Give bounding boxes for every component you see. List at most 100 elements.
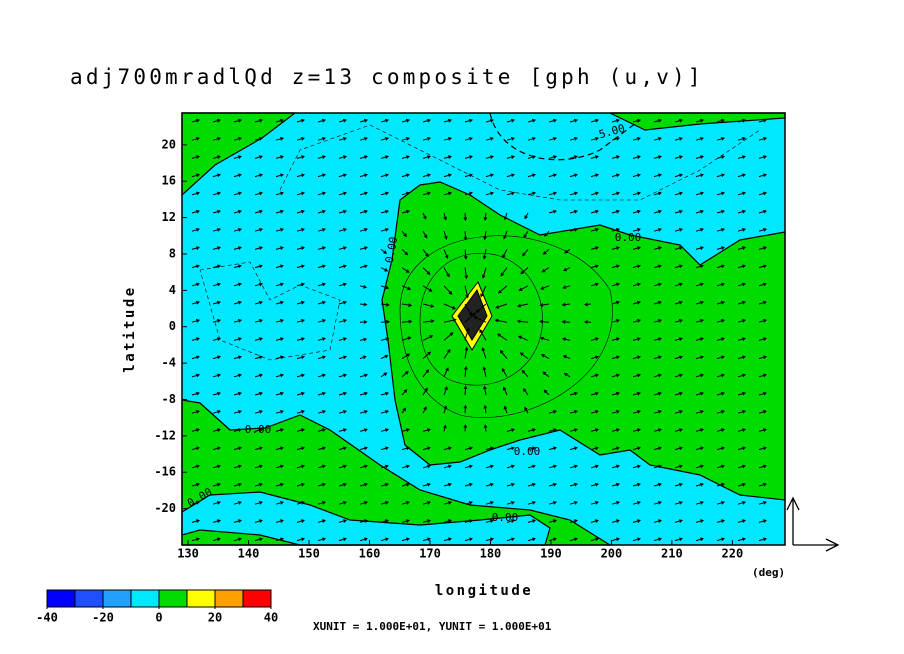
vector-arrow	[317, 282, 327, 287]
vector-arrow	[254, 300, 264, 305]
vector-arrow	[653, 537, 663, 542]
vector-arrow	[516, 319, 529, 324]
vector-arrow	[483, 404, 488, 414]
vector-arrow	[338, 191, 348, 196]
vector-arrow	[191, 319, 201, 323]
vector-arrow	[500, 267, 508, 277]
y-tick-label: -8	[162, 392, 176, 406]
vector-arrow	[463, 424, 468, 432]
vector-arrow	[296, 246, 306, 250]
vector-arrow	[483, 212, 488, 222]
vector-arrow	[212, 319, 222, 323]
vector-arrow	[716, 373, 726, 378]
vector-arrow	[737, 191, 747, 196]
vector-arrow	[716, 282, 726, 287]
vector-arrow	[737, 391, 747, 396]
vector-arrow	[317, 118, 327, 123]
vector-arrow	[296, 519, 306, 523]
vector-arrow	[380, 209, 390, 214]
vector-arrow	[275, 246, 285, 250]
vector-arrow	[317, 428, 327, 432]
contour-line	[489, 112, 641, 161]
vector-arrow	[495, 303, 508, 309]
vector-arrow	[611, 246, 621, 250]
vector-arrow	[191, 137, 201, 141]
vector-arrow	[524, 212, 529, 220]
vector-arrow	[443, 285, 453, 295]
vector-arrow	[233, 300, 243, 305]
vector-arrow	[485, 155, 495, 159]
vector-arrow	[632, 118, 642, 123]
vector-field	[191, 118, 768, 542]
vector-arrow	[359, 464, 369, 469]
vector-arrow	[191, 428, 201, 432]
vector-arrow	[611, 173, 621, 178]
vector-arrow	[653, 428, 663, 432]
vector-arrow	[541, 267, 550, 273]
vector-arrow	[296, 537, 306, 542]
vector-arrow	[380, 248, 388, 254]
vector-arrow	[485, 501, 495, 505]
vector-arrow	[737, 373, 747, 378]
vector-arrow	[527, 519, 537, 523]
vector-arrow	[359, 410, 369, 414]
vector-arrow	[254, 155, 264, 159]
vector-arrow	[317, 319, 327, 323]
vector-arrow	[254, 464, 264, 469]
vector-arrow	[338, 155, 348, 159]
vector-arrow	[519, 352, 529, 359]
vector-arrow	[191, 118, 201, 123]
vector-arrow	[338, 464, 348, 469]
vector-arrow	[758, 228, 768, 232]
vector-arrow	[296, 137, 306, 141]
vector-arrow	[401, 267, 410, 273]
vector-arrow	[463, 212, 468, 222]
vector-arrow	[758, 300, 768, 305]
vector-arrow	[632, 155, 642, 159]
colorbar-box	[186, 589, 216, 608]
vector-arrow	[359, 173, 369, 178]
vector-arrow	[632, 355, 642, 360]
vector-arrow	[632, 519, 642, 523]
vector-arrow	[338, 410, 348, 414]
vector-arrow	[527, 191, 537, 196]
vector-arrow	[401, 428, 411, 432]
vector-arrow	[569, 428, 579, 432]
vector-arrow	[443, 249, 449, 259]
vector-arrow	[716, 191, 726, 196]
vector-arrow	[611, 337, 621, 341]
vector-arrow	[494, 318, 508, 323]
vector-arrow	[422, 285, 433, 292]
vector-arrow	[590, 191, 600, 196]
vector-arrow	[443, 446, 453, 451]
vector-arrow	[521, 369, 529, 378]
vector-arrow	[443, 367, 449, 378]
plot-frame	[181, 112, 786, 546]
vector-arrow	[254, 519, 264, 523]
vector-arrow	[422, 212, 427, 220]
vector-arrow	[443, 464, 453, 469]
vector-arrow	[464, 501, 474, 505]
vector-arrow	[590, 391, 600, 396]
vector-arrow	[233, 501, 243, 505]
vector-arrow	[254, 282, 264, 287]
vector-arrow	[359, 519, 369, 523]
vector-arrow	[422, 319, 435, 324]
vector-arrow	[716, 337, 726, 341]
vector-arrow	[480, 285, 487, 298]
vector-arrow	[543, 389, 550, 396]
vector-arrow	[758, 537, 768, 542]
vector-arrow	[674, 155, 684, 159]
vector-arrow	[590, 282, 600, 287]
vector-arrow	[275, 118, 285, 123]
vector-arrow	[716, 482, 726, 487]
vector-arrow	[254, 391, 264, 396]
vector-arrow	[737, 137, 747, 141]
vector-arrow	[506, 155, 516, 159]
vector-arrow	[191, 355, 201, 360]
vector-arrow	[380, 285, 390, 290]
vector-arrow	[317, 446, 327, 451]
vector-arrow	[590, 264, 600, 269]
vector-arrow	[401, 353, 411, 360]
vector-arrow	[275, 264, 285, 269]
